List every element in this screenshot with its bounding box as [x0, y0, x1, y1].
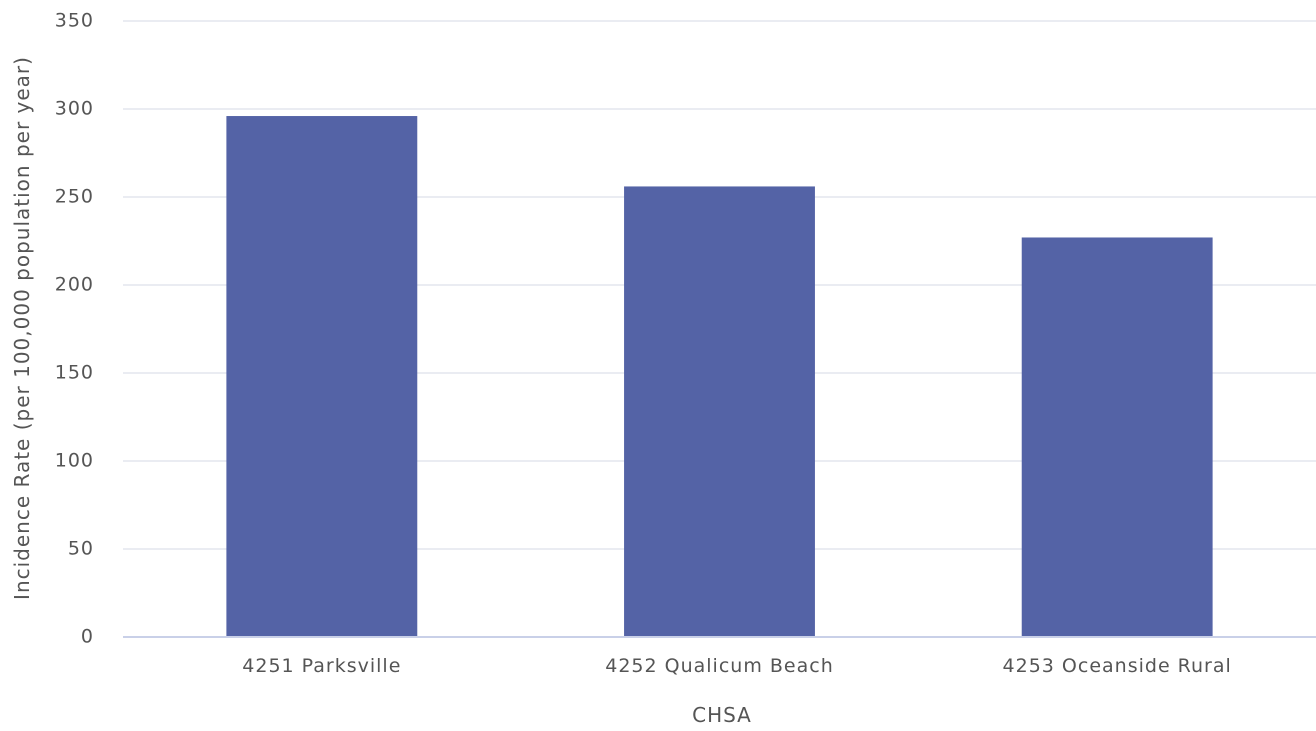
y-tick-label: 150	[55, 362, 94, 384]
y-tick-label: 300	[55, 98, 94, 120]
y-tick-label: 200	[55, 274, 94, 296]
x-axis-title: CHSA	[692, 703, 752, 727]
y-axis-title: Incidence Rate (per 100,000 population p…	[10, 56, 34, 600]
y-axis-ticks: 0 50 100 150 200 250 300 350	[55, 10, 94, 648]
x-axis-ticks: 4251 Parksville 4252 Qualicum Beach 4253 O…	[242, 655, 1232, 677]
x-tick-label: 4252 Qualicum Beach	[605, 655, 833, 677]
bar[interactable]	[624, 186, 815, 637]
y-tick-label: 0	[81, 626, 94, 648]
bar[interactable]	[1021, 237, 1213, 638]
bars	[226, 116, 1213, 638]
y-tick-label: 100	[55, 450, 94, 472]
y-tick-label: 50	[68, 538, 94, 560]
y-tick-label: 250	[55, 186, 94, 208]
x-tick-label: 4251 Parksville	[242, 655, 401, 677]
x-tick-label: 4253 Oceanside Rural	[1003, 655, 1232, 677]
y-tick-label: 350	[55, 10, 94, 32]
bar[interactable]	[226, 116, 418, 638]
